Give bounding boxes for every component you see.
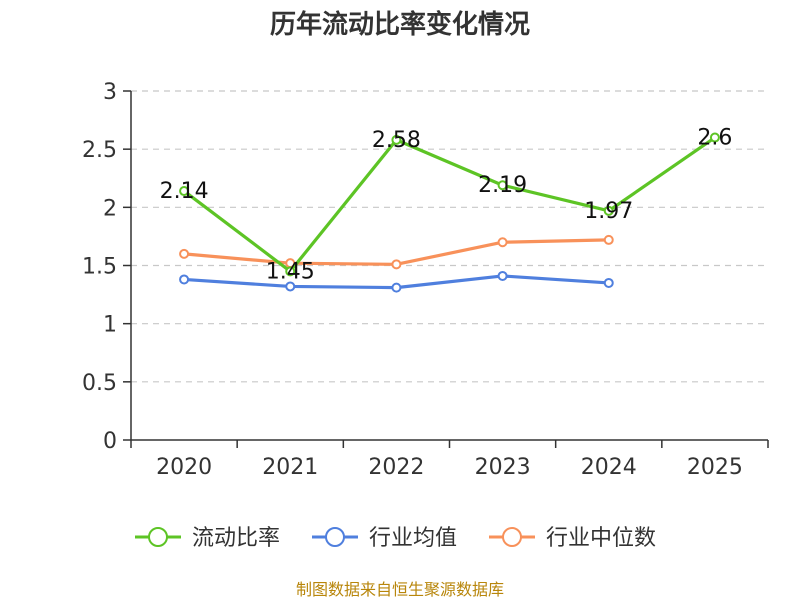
x-tick-label: 2020 [156, 455, 212, 480]
x-tick-label: 2025 [687, 455, 743, 480]
data-point [497, 180, 508, 191]
y-axis: 0 0.5 1 1.5 2 2.5 3 [82, 80, 132, 454]
data-point [179, 248, 190, 259]
legend-label: 行业均值 [369, 526, 457, 551]
y-tick-label: 3 [103, 80, 117, 105]
data-point [603, 205, 614, 216]
legend: 流动比率 行业均值 行业中位数 [135, 526, 656, 551]
legend-marker [325, 527, 345, 547]
legend-label: 流动比率 [192, 526, 280, 551]
data-point [391, 282, 402, 293]
grid-lines [131, 90, 768, 383]
legend-marker [148, 527, 168, 547]
data-label: 1.45 [266, 259, 315, 284]
y-tick-label: 0 [103, 429, 117, 454]
data-point [497, 237, 508, 248]
x-tick-label: 2021 [262, 455, 318, 480]
data-point [603, 277, 614, 288]
legend-marker [502, 527, 522, 547]
x-tick-label: 2022 [368, 455, 424, 480]
data-point [603, 234, 614, 245]
data-point [179, 186, 190, 197]
data-point [391, 134, 402, 145]
data-point [391, 259, 402, 270]
y-tick-label: 2.5 [82, 138, 117, 163]
data-label: 2.6 [697, 126, 732, 151]
x-tick-label: 2023 [475, 455, 531, 480]
data-point [285, 281, 296, 292]
data-point [285, 266, 296, 277]
data-label: 2.58 [372, 128, 421, 153]
data-point [179, 274, 190, 285]
y-tick-label: 1.5 [82, 255, 117, 280]
data-label: 2.19 [478, 173, 527, 198]
data-labels: 2.14 1.45 2.58 2.19 1.97 2.6 [160, 126, 733, 285]
legend-label: 行业中位数 [546, 526, 656, 551]
source-note: 制图数据来自恒生聚源数据库 [296, 580, 504, 599]
series-line [183, 136, 716, 273]
data-point [709, 132, 720, 143]
data-point [497, 270, 508, 281]
data-label: 1.97 [584, 199, 633, 224]
x-axis: 2020 2021 2022 2023 2024 2025 [130, 439, 769, 480]
data-label: 2.14 [160, 179, 209, 204]
chart-title: 历年流动比率变化情况 [270, 9, 530, 40]
x-tick-label: 2024 [581, 455, 637, 480]
y-tick-label: 1 [103, 313, 117, 338]
y-tick-label: 2 [103, 196, 117, 221]
series-group [179, 132, 720, 293]
y-tick-label: 0.5 [82, 371, 117, 396]
